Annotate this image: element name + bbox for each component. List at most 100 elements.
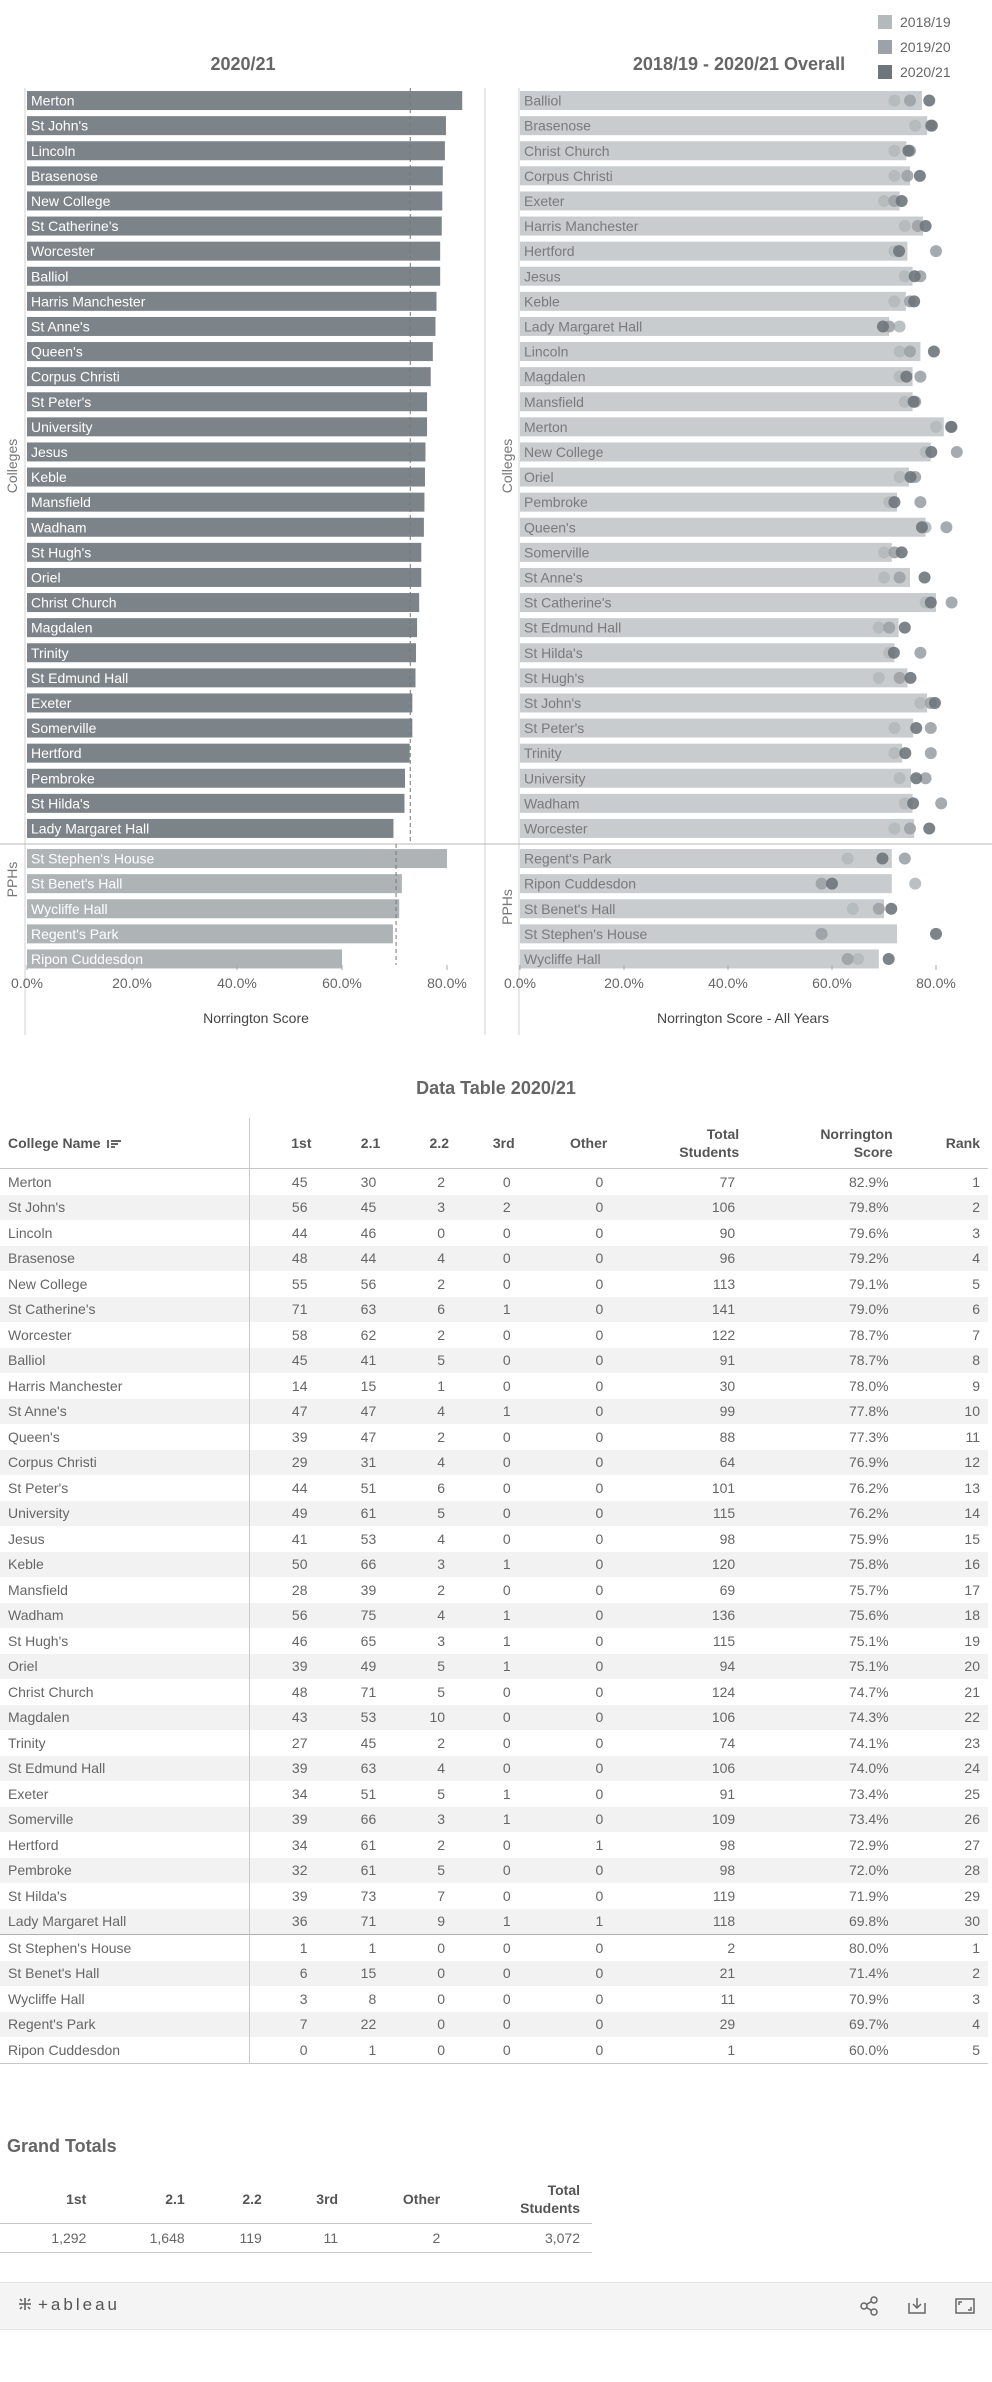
dot-2018-19-jesus[interactable]	[898, 270, 911, 283]
overall-bar-st-stephen-s-house[interactable]	[520, 924, 897, 944]
table-row[interactable]: Hertford 34 61 2 0 1 98 72.9% 27	[0, 1832, 988, 1858]
dot-2019-20-corpus-christi[interactable]	[901, 169, 914, 182]
legend-label-2019-20[interactable]: 2019/20	[900, 39, 951, 55]
overall-bar-magdalen[interactable]	[520, 367, 913, 387]
dot-2019-20-wycliffe-hall[interactable]	[841, 952, 854, 965]
overall-bar-st-edmund-hall[interactable]	[520, 618, 899, 638]
bar-st-stephen-s-house[interactable]	[27, 849, 447, 869]
dot-2019-20-university[interactable]	[919, 772, 932, 785]
dot-2019-20-worcester[interactable]	[904, 822, 916, 835]
bar-oriel[interactable]	[27, 567, 422, 587]
dot-2020-21-jesus[interactable]	[908, 270, 921, 283]
legend-swatch-2019-20[interactable]	[878, 40, 892, 54]
dot-2020-21-christ-church[interactable]	[902, 144, 915, 157]
table-row[interactable]: Harris Manchester 14 15 1 0 0 30 78.0% 9	[0, 1373, 988, 1399]
dot-2020-21-balliol[interactable]	[923, 94, 936, 107]
col-norrington-score[interactable]: Norrington Score	[747, 1118, 901, 1169]
table-row[interactable]: Wadham 56 75 4 1 0 136 75.6% 18	[0, 1602, 988, 1628]
dot-2018-19-ripon-cuddesdon[interactable]	[909, 877, 922, 890]
bar-hertford[interactable]	[27, 743, 410, 763]
table-row[interactable]: Keble 50 66 3 1 0 120 75.8% 16	[0, 1551, 988, 1577]
dot-2018-19-wadham[interactable]	[898, 797, 911, 810]
col-other[interactable]: Other	[522, 1118, 616, 1169]
dot-2020-21-lady-margaret-hall[interactable]	[876, 320, 889, 333]
bar-exeter[interactable]	[27, 693, 413, 713]
dot-2018-19-merton[interactable]	[930, 420, 942, 433]
bar-st-catherine-s[interactable]	[27, 216, 442, 236]
overall-bar-jesus[interactable]	[520, 266, 913, 286]
dot-2020-21-brasenose[interactable]	[925, 119, 938, 132]
overall-bar-st-peter-s[interactable]	[520, 718, 914, 738]
dot-2018-19-exeter[interactable]	[878, 194, 890, 207]
dot-2018-19-brasenose[interactable]	[909, 119, 922, 132]
col-third[interactable]: 3rd	[457, 1118, 523, 1169]
table-row[interactable]: St Hugh's 46 65 3 1 0 115 75.1% 19	[0, 1628, 988, 1654]
overall-bar-mansfield[interactable]	[520, 392, 913, 412]
overall-bar-st-hilda-s[interactable]	[520, 643, 895, 663]
dot-2018-19-wycliffe-hall[interactable]	[852, 952, 864, 965]
overall-bar-st-hugh-s[interactable]	[520, 668, 908, 688]
table-row[interactable]: Jesus 41 53 4 0 0 98 75.9% 15	[0, 1526, 988, 1552]
table-row[interactable]: St Hilda's 39 73 7 0 0 119 71.9% 29	[0, 1883, 988, 1909]
table-row[interactable]: St Stephen's House 1 1 0 0 0 2 80.0% 1	[0, 1934, 988, 1961]
overall-bar-exeter[interactable]	[520, 191, 900, 211]
overall-bar-corpus-christi[interactable]	[520, 166, 910, 186]
table-row[interactable]: Magdalen 43 53 10 0 0 106 74.3% 22	[0, 1704, 988, 1730]
col-rank[interactable]: Rank	[900, 1118, 988, 1169]
overall-bar-worcester[interactable]	[520, 818, 915, 838]
dot-2019-20-pembroke[interactable]	[914, 496, 927, 509]
fullscreen-icon[interactable]	[954, 2295, 976, 2317]
bar-brasenose[interactable]	[27, 166, 443, 186]
bar-wycliffe-hall[interactable]	[27, 899, 400, 919]
dot-2020-21-wadham[interactable]	[907, 797, 920, 810]
dot-2018-19-st-anne-s[interactable]	[878, 571, 890, 584]
bar-magdalen[interactable]	[27, 618, 418, 638]
legend-label-2018-19[interactable]: 2018/19	[900, 14, 951, 30]
dot-2020-21-oriel[interactable]	[904, 471, 917, 484]
overall-bar-somerville[interactable]	[520, 542, 892, 562]
bar-st-edmund-hall[interactable]	[27, 668, 416, 688]
dot-2020-21-harris-manchester[interactable]	[919, 220, 932, 233]
table-row[interactable]: St Peter's 44 51 6 0 0 101 76.2% 13	[0, 1475, 988, 1501]
dot-2020-21-merton[interactable]	[945, 420, 958, 433]
legend-label-2020-21[interactable]: 2020/21	[900, 64, 951, 80]
bar-keble[interactable]	[27, 467, 425, 487]
overall-bar-st-catherine-s[interactable]	[520, 593, 936, 613]
bar-new-college[interactable]	[27, 191, 443, 211]
dot-2019-20-lincoln[interactable]	[904, 345, 916, 358]
table-row[interactable]: Lincoln 44 46 0 0 0 90 79.6% 3	[0, 1220, 988, 1246]
bar-st-anne-s[interactable]	[27, 316, 436, 336]
download-icon[interactable]	[906, 2295, 928, 2317]
bar-st-john-s[interactable]	[27, 116, 446, 136]
overall-bar-lady-margaret-hall[interactable]	[520, 316, 890, 336]
overall-bar-merton[interactable]	[520, 417, 944, 437]
dot-2020-21-ripon-cuddesdon[interactable]	[826, 877, 838, 890]
bar-somerville[interactable]	[27, 718, 413, 738]
overall-bar-christ-church[interactable]	[520, 141, 907, 161]
bar-pembroke[interactable]	[27, 768, 405, 788]
dot-2019-20-st-peter-s[interactable]	[924, 722, 937, 735]
dot-2019-20-balliol[interactable]	[904, 94, 916, 107]
dot-2020-21-st-peter-s[interactable]	[910, 722, 923, 735]
table-row[interactable]: Regent's Park 7 22 0 0 0 29 69.7% 4	[0, 2011, 988, 2037]
table-row[interactable]: Corpus Christi 29 31 4 0 0 64 76.9% 12	[0, 1449, 988, 1475]
overall-bar-st-benet-s-hall[interactable]	[520, 899, 884, 919]
table-row[interactable]: St John's 56 45 3 2 0 106 79.8% 2	[0, 1194, 988, 1220]
table-row[interactable]: Trinity 27 45 2 0 0 74 74.1% 23	[0, 1730, 988, 1756]
bar-st-peter-s[interactable]	[27, 392, 428, 412]
table-row[interactable]: Oriel 39 49 5 1 0 94 75.1% 20	[0, 1653, 988, 1679]
share-icon[interactable]	[858, 2295, 880, 2317]
legend-swatch-2020-21[interactable]	[878, 65, 892, 79]
dot-2019-20-regent-s-park[interactable]	[898, 852, 911, 865]
dot-2018-19-worcester[interactable]	[888, 822, 901, 835]
table-row[interactable]: Worcester 58 62 2 0 0 122 78.7% 7	[0, 1322, 988, 1348]
col-college-name[interactable]: College Name	[0, 1118, 251, 1169]
bar-lady-margaret-hall[interactable]	[27, 818, 394, 838]
tableau-logo[interactable]: +ableau	[16, 2295, 120, 2315]
overall-bar-trinity[interactable]	[520, 743, 903, 763]
dot-2019-20-st-benet-s-hall[interactable]	[872, 902, 885, 915]
bar-university[interactable]	[27, 417, 428, 437]
dot-2019-20-magdalen[interactable]	[914, 370, 927, 383]
dot-2018-19-university[interactable]	[893, 772, 906, 785]
table-row[interactable]: Brasenose 48 44 4 0 0 96 79.2% 4	[0, 1245, 988, 1271]
